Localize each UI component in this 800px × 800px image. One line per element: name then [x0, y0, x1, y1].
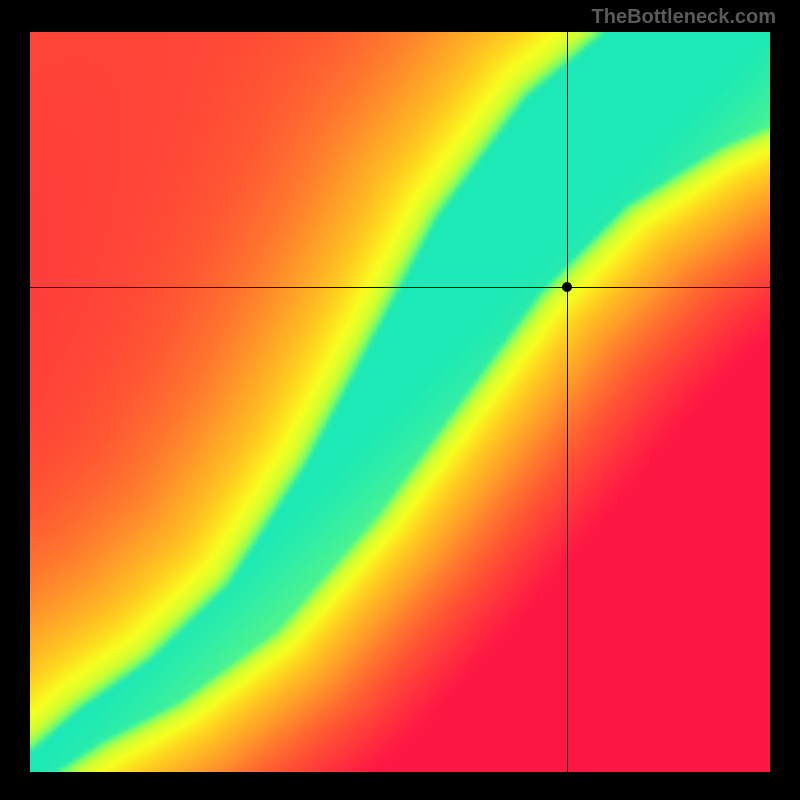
- heatmap-canvas: [30, 32, 770, 772]
- plot-area: [30, 32, 770, 772]
- crosshair-marker: [562, 282, 572, 292]
- watermark-text: TheBottleneck.com: [592, 6, 776, 29]
- crosshair-horizontal: [30, 287, 770, 288]
- crosshair-vertical: [567, 32, 568, 772]
